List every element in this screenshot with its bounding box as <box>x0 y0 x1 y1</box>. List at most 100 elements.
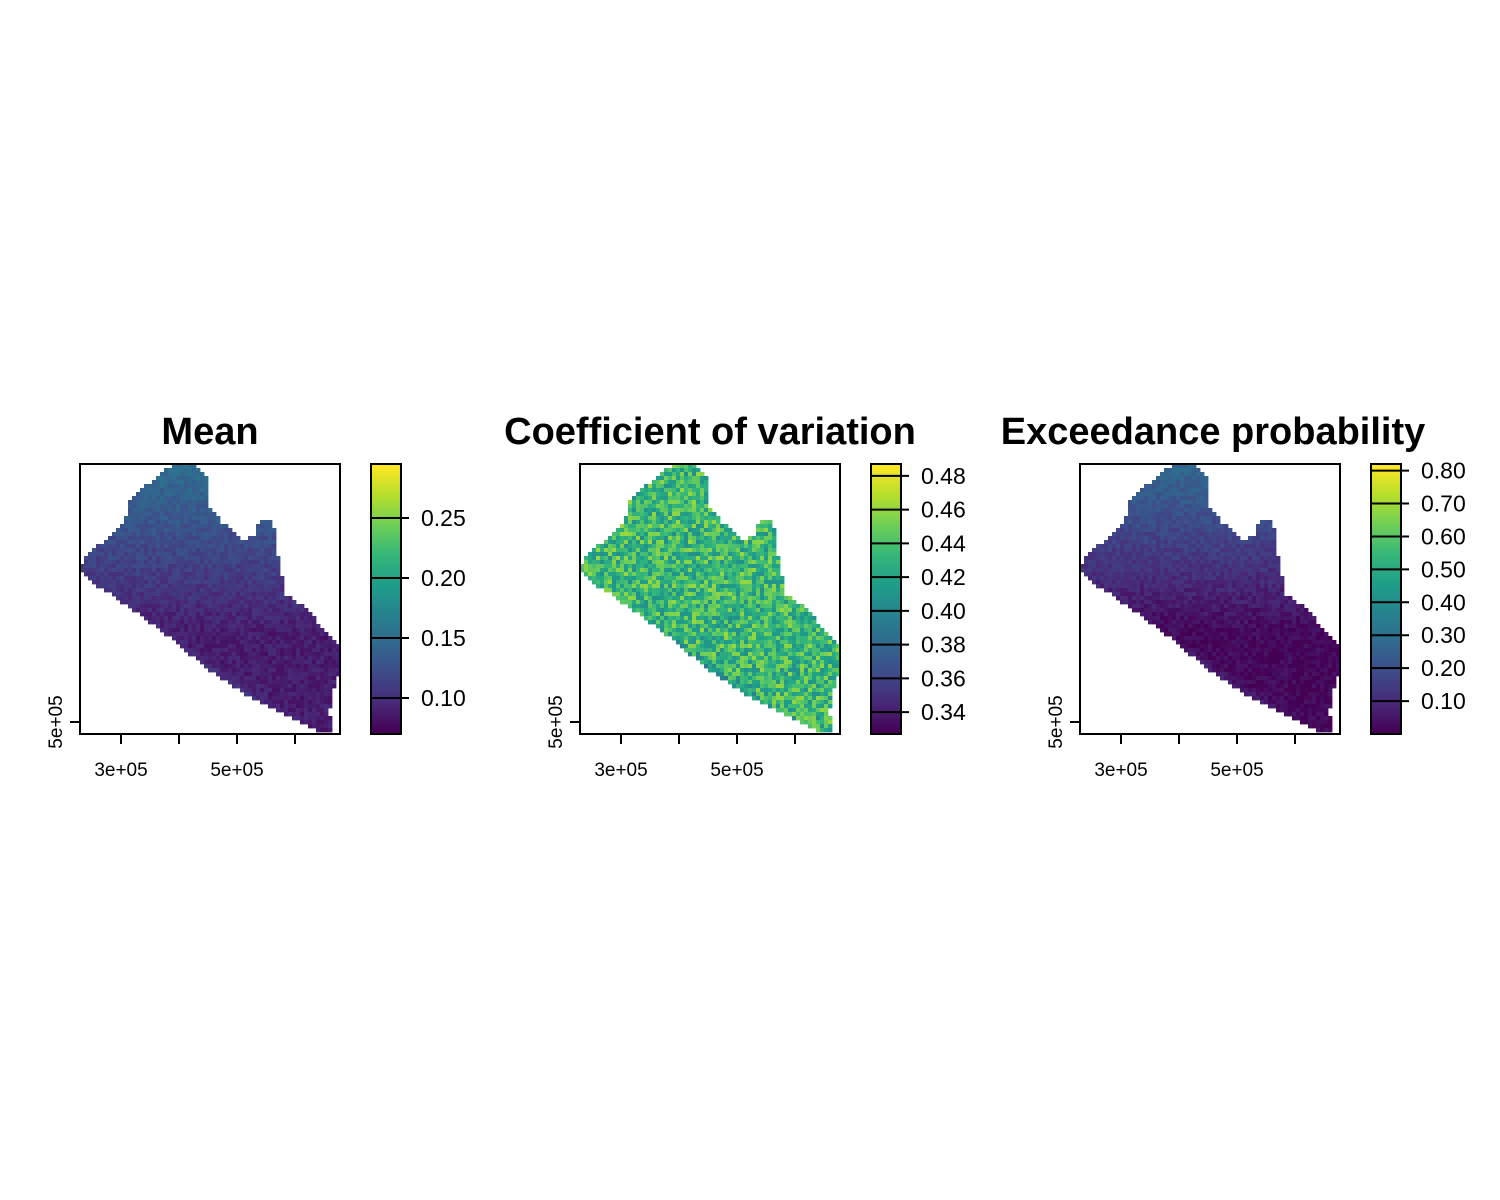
raster-cell <box>1192 524 1197 529</box>
raster-cell <box>1204 552 1209 557</box>
raster-cell <box>192 516 197 521</box>
raster-cell <box>252 564 257 569</box>
raster-cell <box>248 576 253 581</box>
raster-cell <box>1188 500 1193 505</box>
raster-cell <box>656 584 661 589</box>
raster-cell <box>312 720 317 725</box>
raster-cell <box>604 572 609 577</box>
raster-cell <box>776 648 781 653</box>
raster-cell <box>1188 516 1193 521</box>
raster-cell <box>1164 508 1169 513</box>
raster-cell <box>168 608 173 613</box>
raster-cell <box>132 516 137 521</box>
raster-cell <box>252 696 257 701</box>
raster-cell <box>796 692 801 697</box>
raster-cell <box>692 512 697 517</box>
raster-cell <box>788 604 793 609</box>
raster-cell <box>644 488 649 493</box>
raster-cell <box>1160 504 1165 509</box>
legend-color-step <box>371 701 401 705</box>
raster-cell <box>644 528 649 533</box>
raster-cell <box>116 588 121 593</box>
raster-cell <box>748 612 753 617</box>
raster-cell <box>704 584 709 589</box>
raster-cell <box>776 600 781 605</box>
raster-cell <box>124 552 129 557</box>
raster-cell <box>116 576 121 581</box>
raster-cell <box>152 584 157 589</box>
raster-cell <box>172 524 177 529</box>
raster-cell <box>592 552 597 557</box>
raster-cell <box>216 580 221 585</box>
raster-cell <box>268 672 273 677</box>
raster-cell <box>176 484 181 489</box>
raster-cell <box>264 660 269 665</box>
raster-cell <box>624 576 629 581</box>
raster-cell <box>232 684 237 689</box>
raster-cell <box>684 628 689 633</box>
raster-cell <box>180 596 185 601</box>
raster-cell <box>796 684 801 689</box>
raster-cell <box>300 692 305 697</box>
raster-cell <box>260 548 265 553</box>
raster-cell <box>264 696 269 701</box>
raster-cell <box>1188 468 1193 473</box>
raster-cell <box>216 616 221 621</box>
raster-cell <box>732 596 737 601</box>
raster-cell <box>1180 544 1185 549</box>
raster-cell <box>636 596 641 601</box>
raster-cell <box>172 584 177 589</box>
raster-cell <box>164 600 169 605</box>
raster-cell <box>200 632 205 637</box>
raster-cell <box>284 660 289 665</box>
raster-cell <box>724 572 729 577</box>
raster-cell <box>664 532 669 537</box>
raster-cell <box>160 548 165 553</box>
raster-cell <box>288 712 293 717</box>
legend-tick-label: 0.48 <box>921 463 966 489</box>
raster-cell <box>228 668 233 673</box>
raster-cell <box>248 612 253 617</box>
raster-cell <box>160 516 165 521</box>
raster-cell <box>608 572 613 577</box>
raster-cell <box>728 552 733 557</box>
raster-cell <box>704 624 709 629</box>
raster-cell <box>632 508 637 513</box>
raster-cell <box>132 604 137 609</box>
raster-cell <box>148 500 153 505</box>
raster-cell <box>600 576 605 581</box>
raster-cell <box>668 468 673 473</box>
raster-cell <box>288 680 293 685</box>
raster-cell <box>256 548 261 553</box>
raster-cell <box>180 608 185 613</box>
legend-color-step <box>371 488 401 492</box>
raster-cell <box>776 688 781 693</box>
raster-cell <box>720 548 725 553</box>
raster-cell <box>804 708 809 713</box>
raster-cell <box>236 552 241 557</box>
raster-cell <box>1132 544 1137 549</box>
legend-color-step <box>371 626 401 630</box>
legend-color-step <box>371 710 401 714</box>
raster-cell <box>800 700 805 705</box>
raster-cell <box>228 568 233 573</box>
raster-cell <box>820 632 825 637</box>
raster-cell <box>128 500 133 505</box>
raster-cell <box>260 572 265 577</box>
raster-cell <box>688 528 693 533</box>
raster-cell <box>700 628 705 633</box>
raster-cell <box>144 504 149 509</box>
raster-cell <box>188 476 193 481</box>
raster-cell <box>820 716 825 721</box>
raster-cell <box>824 696 829 701</box>
raster-cell <box>1208 552 1213 557</box>
raster-cell <box>324 688 329 693</box>
raster-cell <box>636 592 641 597</box>
raster-cell <box>764 592 769 597</box>
raster-cell <box>632 516 637 521</box>
raster-cell <box>1248 552 1253 557</box>
raster-cell <box>1132 528 1137 533</box>
raster-cell <box>796 676 801 681</box>
raster-cell <box>276 608 281 613</box>
raster-cell <box>1156 476 1161 481</box>
